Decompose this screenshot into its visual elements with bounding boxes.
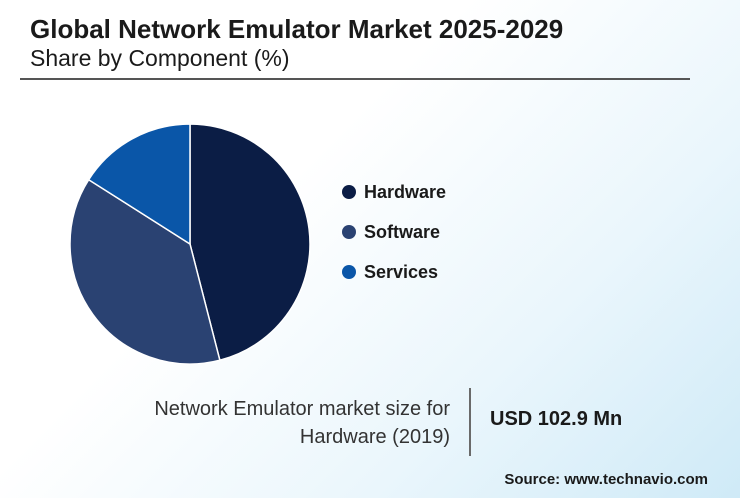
source-credit: Source: www.technavio.com xyxy=(504,471,708,488)
market-size-label-line1: Network Emulator market size for xyxy=(154,398,450,420)
legend-label-software: Software xyxy=(364,221,441,242)
legend-item-software: Software xyxy=(342,212,446,252)
pie-slice-services xyxy=(87,123,191,246)
legend-label-services: Services xyxy=(364,261,439,282)
legend-swatch-software xyxy=(342,225,356,239)
legend-label-hardware: Hardware xyxy=(364,181,447,202)
legend-item-hardware: Hardware xyxy=(342,172,446,212)
chart-subtitle: Share by Component (%) xyxy=(30,45,290,71)
market-size-label-line2: Hardware (2019) xyxy=(299,426,450,448)
legend-item-services: Services xyxy=(342,252,446,292)
pie-slice-hardware xyxy=(189,123,311,362)
chart-title: Global Network Emulator Market 2025-2029 xyxy=(30,14,564,44)
pie-slice-software xyxy=(69,178,221,365)
market-size-value: USD 102.9 Mn xyxy=(490,408,623,430)
title-divider xyxy=(20,78,690,80)
legend-swatch-services xyxy=(342,265,356,279)
market-size-label: Network Emulator market size for Hardwar… xyxy=(90,395,450,451)
stat-divider xyxy=(469,388,471,456)
legend: Hardware Software Services xyxy=(342,172,446,292)
legend-swatch-hardware xyxy=(342,185,356,199)
